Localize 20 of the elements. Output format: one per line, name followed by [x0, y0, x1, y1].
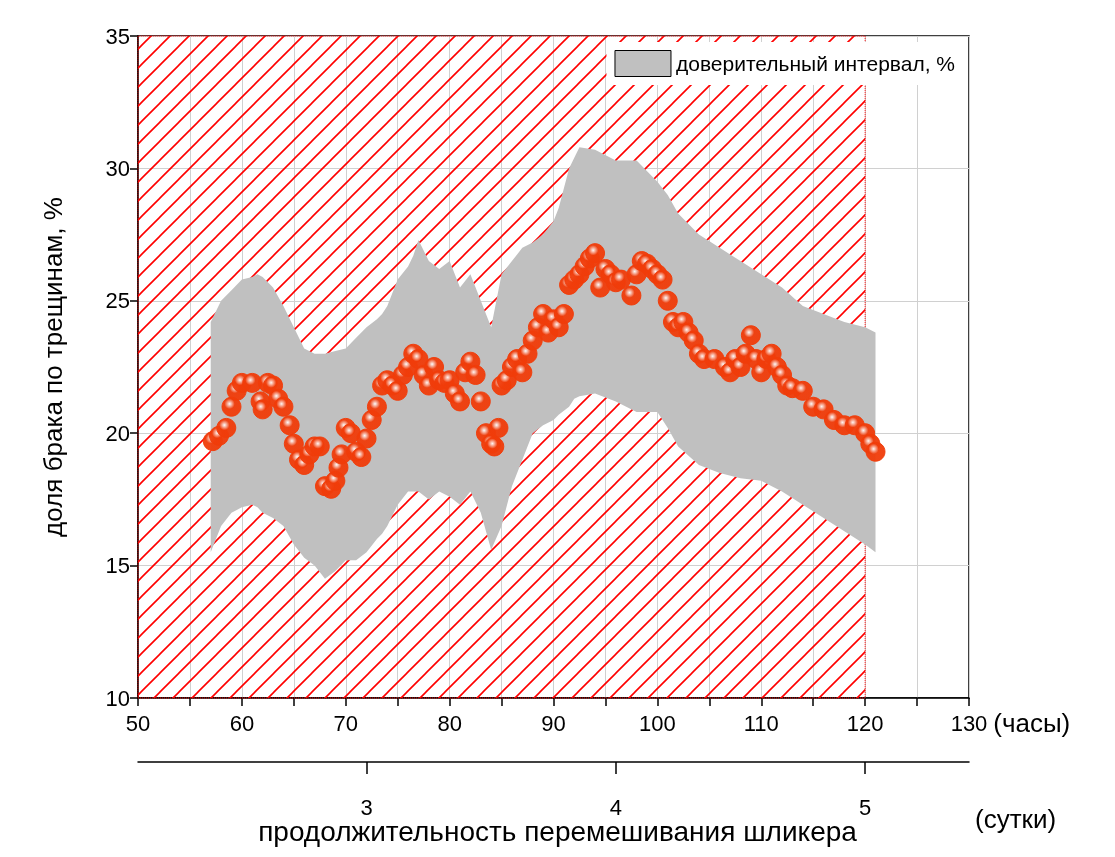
x-tick-label: 110: [743, 710, 779, 736]
y-tick-label: 30: [105, 155, 130, 181]
y-tick-label: 25: [105, 288, 130, 314]
y-tick-label: 10: [105, 685, 130, 711]
y-tick-label: 20: [105, 420, 130, 446]
legend-label: доверительный интервал, %: [675, 52, 956, 75]
x2-tick-label: 5: [858, 794, 872, 820]
x-tick-label: 100: [639, 710, 676, 736]
y-axis-title: доля брака по трещинам, %: [38, 197, 68, 537]
x-tick-label: 60: [229, 710, 255, 736]
x2-axis-title: (сутки): [975, 804, 1057, 834]
x-tick-label: 70: [333, 710, 358, 736]
x-axis-title: (часы): [993, 708, 1071, 738]
x-tick-label: 120: [846, 710, 884, 736]
x-tick-label: 90: [541, 710, 566, 736]
y-tick-label: 15: [105, 553, 130, 579]
y-tick-label: 35: [105, 23, 130, 49]
x-tick-label: 130: [950, 710, 988, 736]
x-tick-label: 50: [125, 710, 151, 736]
x-tick-label: 80: [437, 710, 462, 736]
